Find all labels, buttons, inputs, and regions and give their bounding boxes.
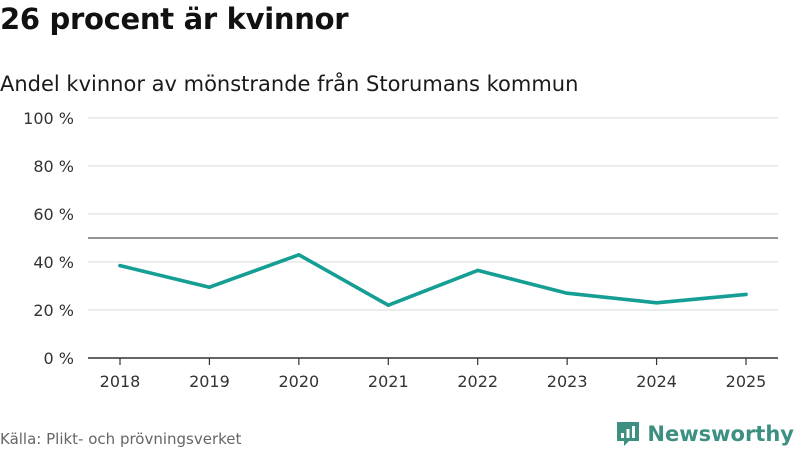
chart-title: 26 procent är kvinnor: [0, 2, 349, 36]
x-axis-ticks: 2018 2019 2020 2021 2022 2023 2024 2025: [100, 358, 767, 391]
y-tick-label: 20 %: [33, 301, 74, 320]
grid-lines: [88, 117, 778, 311]
y-tick-label: 40 %: [33, 253, 74, 272]
data-point-2018: [118, 263, 122, 268]
brand-logo: Newsworthy: [615, 420, 794, 448]
data-point-2020: [297, 253, 301, 257]
x-tick-label: 2024: [636, 372, 677, 391]
data-point-2023: [565, 291, 569, 295]
data-point-2025: [744, 292, 748, 297]
x-tick-label: 2025: [726, 372, 767, 391]
x-tick-label: 2018: [100, 372, 141, 391]
data-point-2021: [386, 303, 390, 307]
x-tick-label: 2022: [457, 372, 498, 391]
data-point-2022: [476, 268, 480, 273]
y-tick-label: 60 %: [33, 205, 74, 224]
y-tick-label: 0 %: [44, 349, 74, 368]
series-group: [118, 253, 748, 308]
source-note: Källa: Plikt- och prövningsverket: [0, 430, 242, 448]
y-tick-label: 80 %: [33, 157, 74, 176]
x-tick-label: 2021: [368, 372, 409, 391]
y-tick-label: 100 %: [23, 109, 74, 128]
x-tick-label: 2020: [278, 372, 319, 391]
x-tick-label: 2023: [547, 372, 588, 391]
y-axis-ticks: 0 % 20 % 40 % 60 % 80 % 100 %: [23, 109, 74, 368]
brand-name: Newsworthy: [647, 422, 794, 446]
chart-subtitle: Andel kvinnor av mönstrande från Storuma…: [0, 72, 579, 96]
newsworthy-logo-icon: [617, 422, 640, 446]
x-tick-label: 2019: [189, 372, 230, 391]
series-line-0: [118, 253, 748, 308]
data-point-2024: [654, 301, 659, 305]
data-point-2019: [207, 285, 212, 289]
